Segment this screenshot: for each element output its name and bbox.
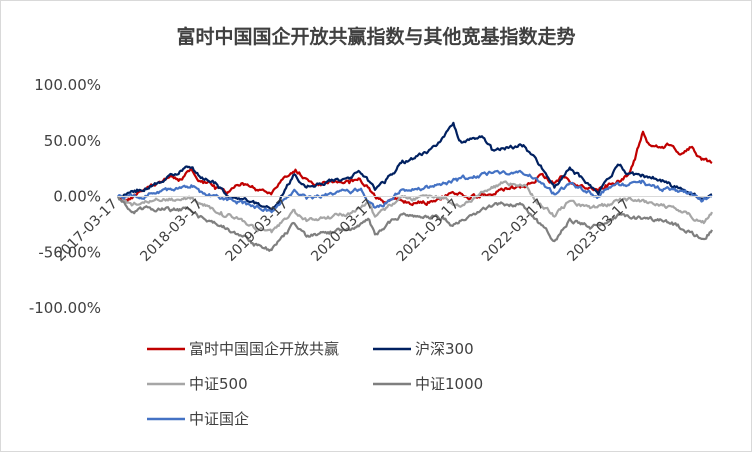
legend-label: 中证1000: [415, 375, 483, 393]
x-tick-label: 2021-03-17: [394, 196, 463, 265]
chart-title: 富时中国国企开放共赢指数与其他宽基指数走势: [176, 26, 576, 48]
x-tick-label: 2020-03-17: [308, 196, 377, 265]
legend-label: 中证国企: [189, 410, 249, 428]
series-line: [116, 196, 713, 252]
y-tick-label: 50.00%: [44, 132, 101, 150]
series-line: [117, 169, 713, 214]
legend-label: 中证500: [189, 375, 248, 393]
series-line: [117, 180, 713, 234]
y-tick-label: 0.00%: [53, 188, 101, 206]
series-line: [117, 130, 713, 207]
y-tick-label: 100.00%: [34, 76, 101, 94]
y-tick-label: -100.00%: [29, 299, 101, 317]
series-line: [117, 121, 713, 211]
legend-label: 沪深300: [415, 340, 474, 358]
legend-label: 富时中国国企开放共赢: [189, 340, 339, 358]
y-tick-label: -50.00%: [38, 243, 101, 261]
